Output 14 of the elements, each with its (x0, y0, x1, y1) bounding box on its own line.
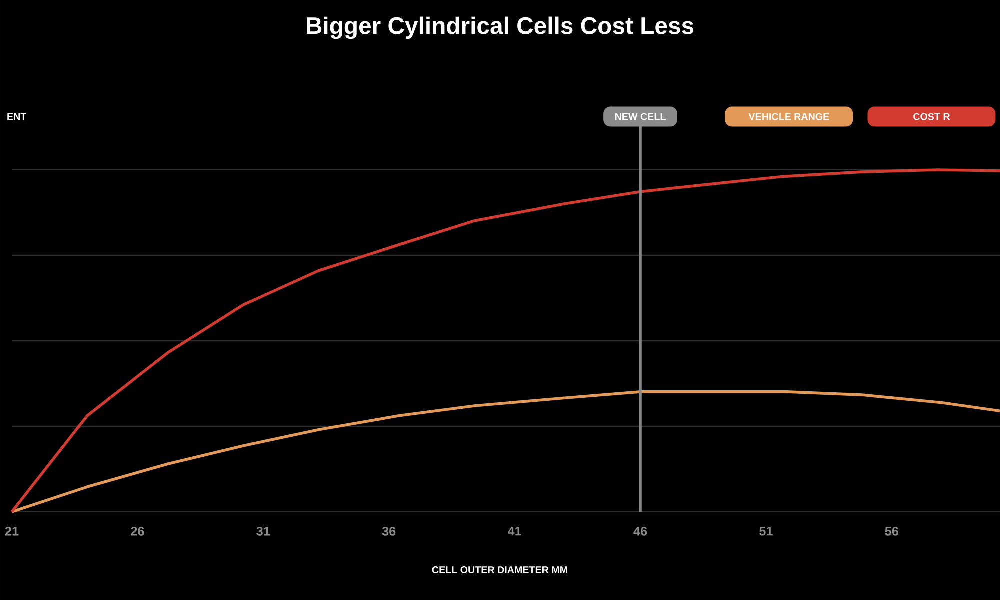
x-tick-label: 41 (508, 526, 522, 536)
chart-title: Bigger Cylindrical Cells Cost Less (307, 16, 694, 40)
x-tick-label: 56 (885, 526, 898, 536)
x-axis-title: CELL OUTER DIAMETER MM (432, 566, 568, 574)
ref-line-label: NEW CELL (615, 113, 666, 120)
x-tick-label: 46 (634, 526, 648, 536)
x-tick-label: 36 (382, 526, 396, 536)
text: VEHICLE RANGE (748, 113, 830, 120)
x-tick-label: 26 (131, 526, 144, 536)
x-tick-label: 51 (760, 526, 773, 536)
x-tick-label: 31 (256, 526, 270, 536)
text: ENT (8, 113, 27, 120)
text: COST R (914, 113, 950, 120)
x-tick-label: 21 (5, 526, 19, 536)
